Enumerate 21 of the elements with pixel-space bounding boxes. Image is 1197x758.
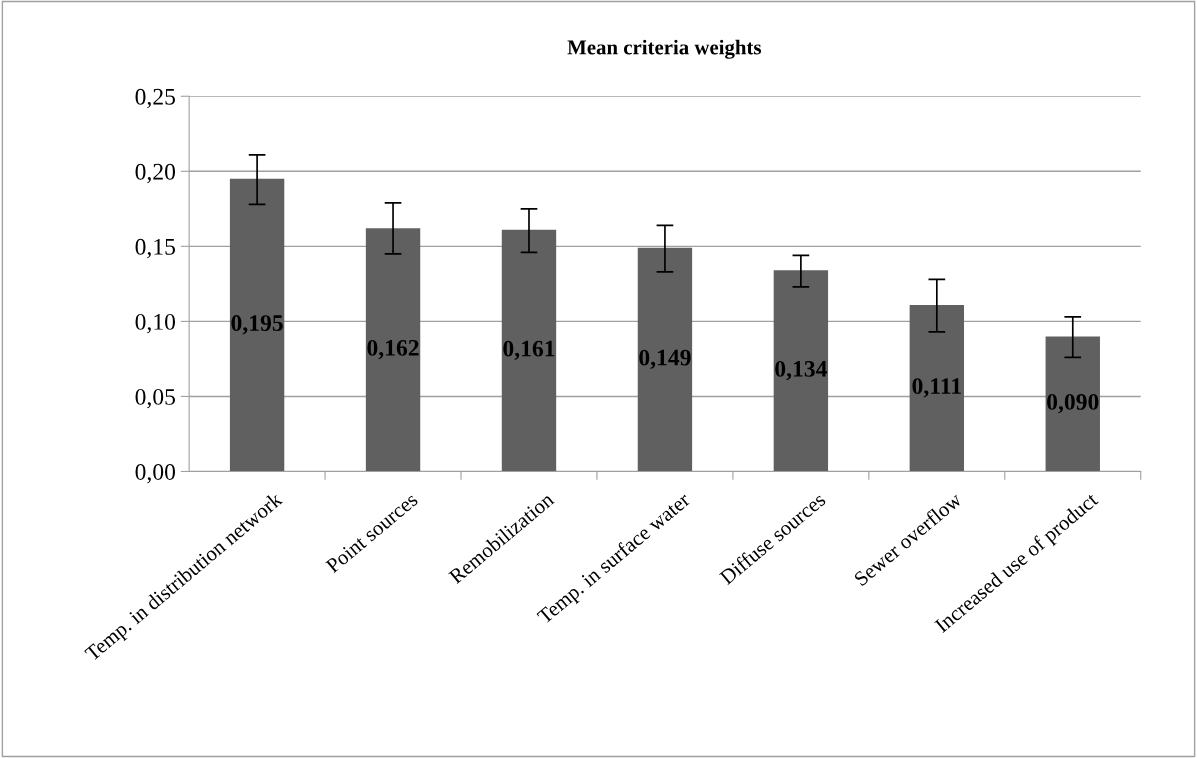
bar: [909, 304, 965, 472]
y-tick-label: 0,25: [135, 88, 176, 109]
data-label: 0,161: [503, 340, 555, 360]
bar: [365, 228, 421, 472]
bar: [773, 270, 829, 472]
data-label: 0,162: [367, 339, 419, 360]
data-label: 0,195: [231, 315, 283, 335]
bar: [229, 178, 285, 472]
y-tick-label: 0,20: [135, 163, 176, 184]
y-tick-label: 0,10: [135, 313, 176, 334]
y-tick-label: 0,15: [135, 238, 176, 259]
data-label: 0,111: [912, 378, 961, 398]
bar: [501, 229, 557, 472]
chart-title: Mean criteria weights: [567, 39, 762, 59]
y-tick-label: 0,05: [135, 388, 176, 409]
y-tick-label: 0,00: [135, 463, 176, 484]
bar: [637, 247, 693, 472]
data-label: 0,149: [639, 349, 691, 369]
data-label: 0,090: [1047, 393, 1099, 414]
data-label: 0,134: [775, 360, 827, 381]
bar: [1045, 336, 1100, 472]
